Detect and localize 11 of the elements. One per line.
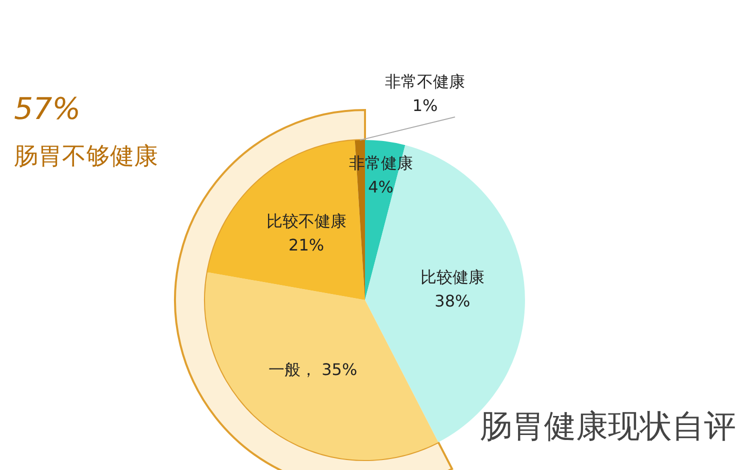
slice-label: 一般， 35% bbox=[268, 360, 358, 380]
text: 57% bbox=[14, 92, 81, 127]
text: 肠胃健康现状自评 bbox=[480, 406, 736, 447]
slice-label: 比较健康 bbox=[420, 267, 484, 286]
data-label: 4% bbox=[368, 177, 394, 196]
data-label: 38% bbox=[434, 291, 470, 310]
slice-label: 比较不健康 bbox=[266, 212, 346, 231]
text: 肠胃不够健康 bbox=[14, 141, 158, 172]
data-label: 21% bbox=[288, 236, 324, 255]
data-label: 1% bbox=[412, 96, 438, 116]
slice-label: 非常不健康 bbox=[385, 72, 465, 92]
